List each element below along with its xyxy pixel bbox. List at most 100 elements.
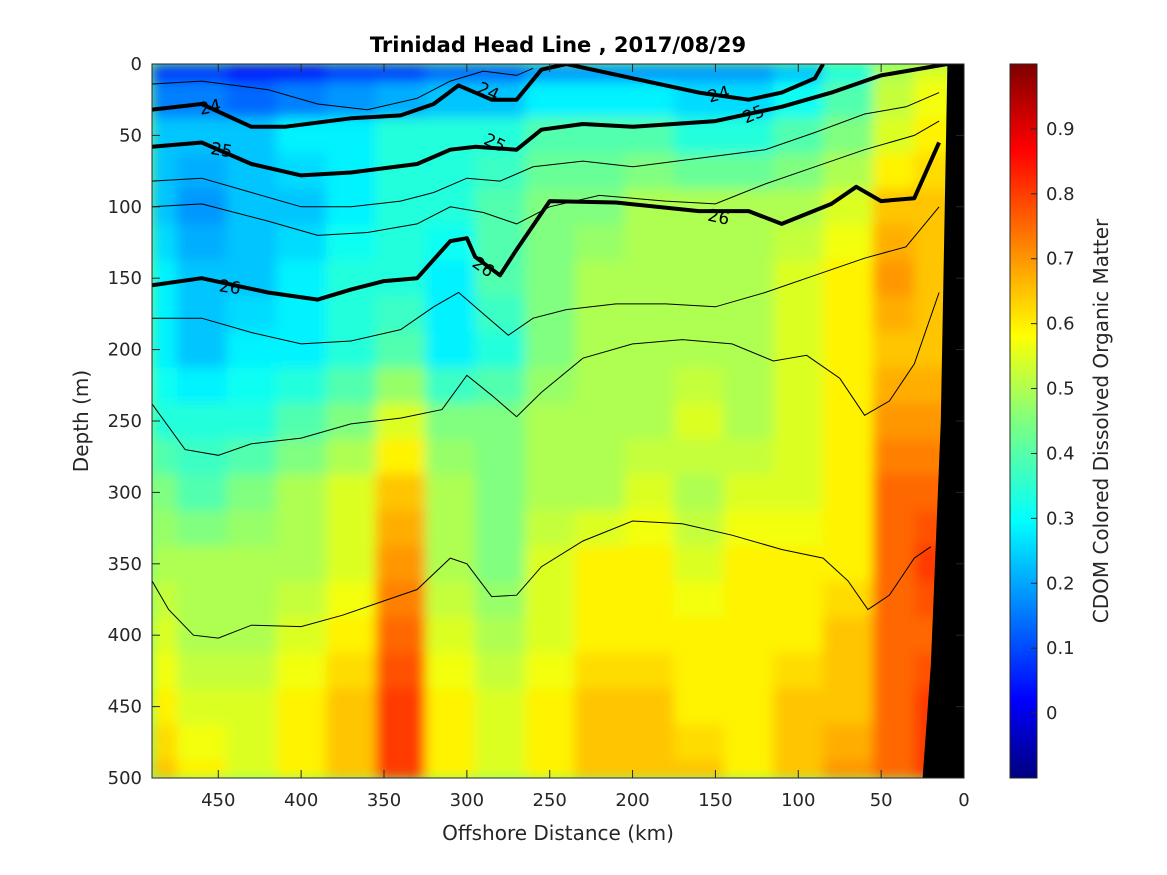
field-cell xyxy=(276,724,327,762)
field-cell xyxy=(226,438,278,476)
field-cell xyxy=(524,581,576,619)
field-cell xyxy=(574,331,626,369)
field-cell xyxy=(674,724,725,762)
y-tick-label: 450 xyxy=(108,697,142,718)
field-cell xyxy=(823,688,874,726)
field-cell xyxy=(226,224,278,262)
field-cell xyxy=(326,474,377,512)
field-cell xyxy=(425,367,477,405)
field-cell xyxy=(674,474,725,512)
field-cell xyxy=(773,224,825,262)
colorbar-tick-label: 0.6 xyxy=(1046,314,1075,335)
field-cell xyxy=(574,474,626,512)
field-cell xyxy=(723,510,775,547)
field-cell xyxy=(226,188,278,226)
field-cell xyxy=(723,545,775,583)
field-cell xyxy=(574,688,626,726)
field-cell xyxy=(574,760,626,778)
field-cell xyxy=(226,474,278,512)
field-cell xyxy=(574,545,626,583)
field-cell xyxy=(226,367,278,405)
field-cell xyxy=(375,510,427,547)
density-isoline xyxy=(152,520,932,639)
field-cell xyxy=(375,653,427,690)
field-cell xyxy=(773,581,825,619)
field-cell xyxy=(872,81,916,119)
colorbar-tick-label: 0.3 xyxy=(1046,508,1075,529)
field-cell xyxy=(823,724,874,762)
field-cell xyxy=(152,153,178,190)
field-cell xyxy=(375,617,427,655)
field-cell xyxy=(425,296,477,333)
field-cell xyxy=(624,153,675,190)
field-cell xyxy=(524,438,576,476)
field-cell xyxy=(425,438,477,476)
field-cell xyxy=(624,296,675,333)
field-cell xyxy=(524,331,576,369)
density-contour-24 xyxy=(152,64,825,129)
field-cell xyxy=(176,403,228,440)
density-contour-26 xyxy=(152,141,941,302)
field-cell xyxy=(524,224,576,262)
field-cell xyxy=(823,617,874,655)
field-cell xyxy=(326,367,377,405)
field-cell xyxy=(773,403,825,440)
colorbar-tick-label: 0.1 xyxy=(1046,638,1075,659)
field-cell xyxy=(574,296,626,333)
field-cell xyxy=(723,617,775,655)
field-cell xyxy=(624,474,675,512)
field-cell xyxy=(425,81,477,119)
field-cell xyxy=(674,331,725,369)
field-cell xyxy=(723,117,775,155)
field-cell xyxy=(226,331,278,369)
field-cell xyxy=(375,438,427,476)
y-tick-label: 350 xyxy=(108,554,142,575)
field-cell xyxy=(176,617,228,655)
field-cell xyxy=(674,260,725,298)
field-cell xyxy=(226,296,278,333)
field-cell xyxy=(574,81,626,119)
field-cell xyxy=(375,153,427,190)
colorbar-tick-label: 0.7 xyxy=(1046,249,1075,270)
field-cell xyxy=(823,653,874,690)
chart-title: Trinidad Head Line , 2017/08/29 xyxy=(370,33,746,57)
field-cell xyxy=(574,260,626,298)
field-cell xyxy=(425,653,477,690)
field-cell xyxy=(375,64,427,83)
field-cell xyxy=(276,760,327,778)
field-cell xyxy=(872,260,916,298)
field-cell xyxy=(524,688,576,726)
field-cell xyxy=(226,724,278,762)
field-cell xyxy=(524,81,576,119)
field-cell xyxy=(872,688,916,726)
contour-label-text: 26 xyxy=(218,276,242,299)
field-cell xyxy=(723,260,775,298)
field-cell xyxy=(624,617,675,655)
contour-label-text: 25 xyxy=(209,139,234,162)
field-cell xyxy=(872,296,916,333)
field-cell xyxy=(152,64,178,83)
y-tick-label: 0 xyxy=(131,54,142,75)
density-isoline xyxy=(152,292,940,456)
field-cell xyxy=(674,653,725,690)
field-cell xyxy=(425,510,477,547)
field-cell xyxy=(375,81,427,119)
field-cell xyxy=(425,617,477,655)
field-cell xyxy=(176,545,228,583)
field-cell xyxy=(425,153,477,190)
field-cell xyxy=(773,260,825,298)
field-cell xyxy=(152,510,178,547)
y-tick-label: 300 xyxy=(108,482,142,503)
field-cell xyxy=(375,688,427,726)
density-isoline xyxy=(152,92,940,208)
field-cell xyxy=(674,617,725,655)
field-cell xyxy=(475,403,526,440)
cdom-field xyxy=(152,64,964,778)
x-axis: 450 400 350 300 250 200 150 100 50 0 xyxy=(201,64,970,811)
field-cell xyxy=(475,760,526,778)
field-cell xyxy=(326,296,377,333)
field-cell xyxy=(524,474,576,512)
x-tick-label: 250 xyxy=(533,790,567,811)
contour-label: 24 xyxy=(198,96,223,120)
